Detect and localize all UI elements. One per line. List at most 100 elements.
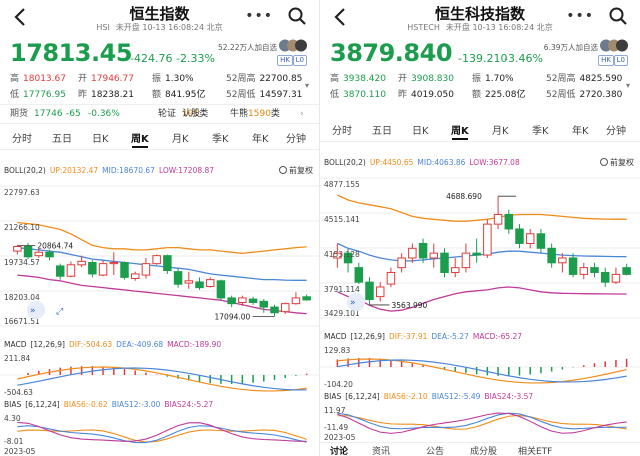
bull-bear-warrants[interactable]: 牛熊1590类	[230, 105, 280, 123]
expand-chevron-icon[interactable]: ▾	[625, 81, 630, 90]
period-tab[interactable]: 月K	[492, 126, 509, 137]
stat-value: 1.70%	[485, 74, 514, 84]
candle-body	[600, 271, 610, 283]
date-label: 2023-05	[4, 447, 36, 456]
candle-body	[375, 286, 385, 298]
search-icon[interactable]	[287, 6, 307, 26]
warrants-label[interactable]: 轮证	[158, 109, 177, 119]
settings-icon	[600, 158, 608, 166]
collapse-chart-icon[interactable]: »	[347, 293, 365, 311]
stat-value: 18013.67	[23, 74, 66, 84]
bottom-tab[interactable]: 成分股	[470, 447, 498, 456]
adjust-button[interactable]: 前复权	[279, 165, 313, 176]
period-tab[interactable]: 周K	[451, 126, 469, 137]
stat-label: 振	[472, 74, 482, 84]
period-tab[interactable]: 分时	[332, 126, 352, 137]
status-text: 未开盘 10-13 16:08:24 北京	[115, 23, 223, 32]
collapse-chart-icon[interactable]: »	[27, 301, 45, 319]
candle-body	[13, 246, 22, 252]
period-tab[interactable]: 分钟	[286, 134, 306, 145]
candle-body	[270, 306, 279, 314]
candle-body	[440, 252, 449, 273]
adjust-button[interactable]: 前复权	[600, 157, 634, 168]
candle-body	[238, 297, 247, 303]
bias-legend: BIAS [6,12,24] BIAS6:-0.62 BIAS12:-3.00 BIAS…	[4, 400, 217, 409]
bias-top-label: 11.97	[324, 406, 346, 415]
bias-line	[17, 425, 307, 444]
chevron-right-icon[interactable]: ›	[300, 109, 304, 119]
bottom-tab[interactable]: 公告	[426, 447, 445, 456]
bias-line	[337, 412, 627, 434]
call-warrants[interactable]: 认股 191类	[182, 105, 208, 123]
macd-name: MACD	[324, 332, 347, 341]
bias-name: BIAS	[4, 400, 22, 409]
period-tab[interactable]: 年K	[252, 134, 269, 145]
stat-item: 开 3908.830	[398, 71, 454, 84]
bottom-tab[interactable]: 相关ETF	[518, 447, 553, 456]
bias-line	[17, 421, 307, 442]
period-tab[interactable]: 季K	[212, 134, 229, 145]
boll-mid: MID:18670.67	[102, 166, 155, 175]
period-tab[interactable]: 月K	[172, 134, 189, 145]
candle-body	[77, 260, 86, 266]
search-icon[interactable]	[608, 6, 628, 26]
period-tab[interactable]: 五日	[52, 134, 72, 145]
candle-body	[397, 257, 406, 269]
stat-item: 振 1.70%	[472, 71, 514, 84]
bottom-tab[interactable]: 讨论	[330, 447, 349, 456]
stat-label: 昨	[78, 90, 88, 100]
period-tab[interactable]: 年K	[572, 126, 589, 137]
candle-body	[525, 233, 535, 244]
expand-chevron-icon[interactable]: ▾	[304, 81, 309, 90]
stat-value: 17946.77	[91, 74, 134, 84]
stat-label: 昨	[398, 90, 408, 100]
boll-mid-line	[337, 242, 627, 262]
period-tab[interactable]: 周K	[131, 134, 149, 145]
stat-value: 1.30%	[165, 74, 194, 84]
boll-low: LOW:17208.87	[158, 166, 215, 175]
futures-bar[interactable]: 期货 17746 -65 -0.36% 轮证 认股 191类 牛熊1590类 ›	[0, 104, 319, 124]
candle-body	[461, 252, 471, 269]
period-tab[interactable]: 分时	[12, 134, 32, 145]
stat-item: 振 1.30%	[152, 71, 194, 84]
boll-legend: BOLL(20,2) UP:4450.65 MID:4063.86 LOW:3677.…	[324, 158, 524, 167]
period-tab[interactable]: 分钟	[606, 126, 626, 137]
back-arrow-icon[interactable]	[10, 6, 32, 28]
period-tab[interactable]: 五日	[372, 126, 392, 137]
price-axis-label: 3791.114	[324, 285, 360, 294]
stat-item: 52周低 14597.31	[226, 87, 302, 100]
stat-value: 841.95亿	[165, 90, 206, 100]
market-tag: HK	[598, 55, 614, 66]
stat-item: 低 3870.110	[330, 87, 386, 100]
period-tab[interactable]: 日K	[412, 126, 429, 137]
kline-chart[interactable]: 22797.63 21266.10 19734.57 18203.04 16671.51…	[0, 178, 320, 338]
bias-24: BIAS24:-3.57	[484, 392, 534, 401]
more-icon[interactable]: •••	[245, 8, 273, 24]
macd-chart[interactable]: 129.83 -104.20	[320, 344, 640, 390]
candle-body	[365, 281, 374, 301]
period-tab[interactable]: 日K	[92, 134, 109, 145]
macd-value: MACD:-65.27	[472, 332, 523, 341]
candle-body	[55, 265, 65, 277]
macd-chart[interactable]: 211.84 -504.63	[0, 352, 320, 398]
back-arrow-icon[interactable]	[330, 6, 352, 28]
stat-label: 52周低	[546, 90, 576, 100]
adjust-label: 前复权	[289, 166, 313, 175]
macd-bottom-label: -504.63	[4, 388, 33, 397]
kline-chart[interactable]: 4877.155 4515.141 4153.128 3791.114 3429.101…	[320, 170, 640, 330]
stat-item: 52周低 2720.380	[546, 87, 622, 100]
candle-body	[354, 267, 364, 283]
candle-body	[547, 247, 556, 264]
more-icon[interactable]: •••	[566, 8, 594, 24]
hstech-panel: 恒生科技指数 HSTECH 未开盘 10-13 16:08:24 北京 ••• 3879…	[320, 0, 640, 456]
candle-body	[248, 298, 258, 303]
active-tab-indicator	[452, 138, 468, 140]
macd-name: MACD	[4, 340, 27, 349]
period-tab[interactable]: 季K	[532, 126, 549, 137]
candle-body	[493, 213, 503, 225]
price-change: -424.76	[130, 52, 173, 65]
bottom-tab[interactable]: 资讯	[372, 447, 391, 456]
fullscreen-icon[interactable]: ⤢	[55, 307, 63, 317]
